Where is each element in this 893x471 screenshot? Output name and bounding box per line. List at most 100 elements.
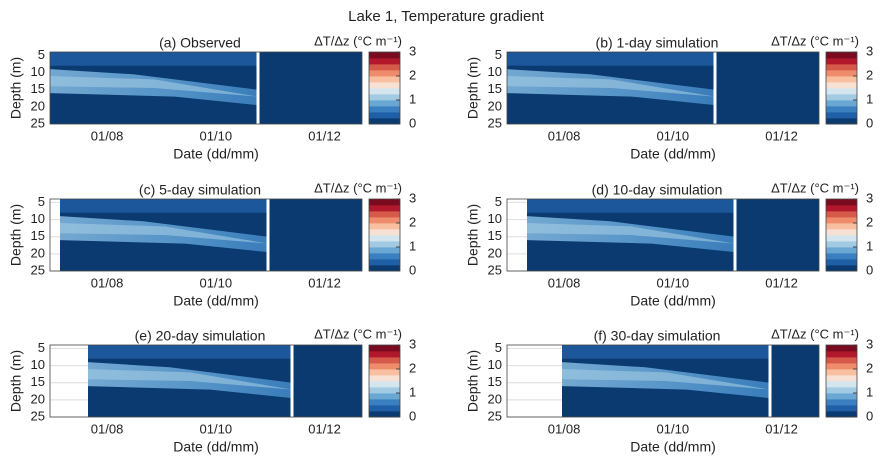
y-axis-label: Depth (m) [8,350,24,412]
colorbar-tick-label: 1 [409,91,416,106]
colorbar-swatch [369,393,400,400]
colorbar-swatch [369,70,400,77]
x-tick-label: 01/08 [91,128,124,143]
colorbar-swatch [369,211,400,218]
colorbar-tick-label: 0 [866,115,873,130]
colorbar-tick-label: 0 [866,408,873,423]
x-tick-label: 01/12 [308,421,341,436]
panel-title: (d) 10-day simulation [592,182,723,198]
colorbar-swatch [369,106,400,113]
y-tick-label: 10 [488,211,502,226]
x-tick-label: 01/08 [548,128,581,143]
colorbar-swatch [369,241,400,248]
colorbar-tick-label: 3 [866,43,873,58]
colorbar-swatch [826,64,857,71]
y-axis-label: Depth (m) [465,204,481,266]
y-axis-label: Depth (m) [465,57,481,119]
x-axis-label: Date (dd/mm) [630,293,716,309]
y-tick-label: 15 [31,228,45,243]
colorbar-swatch [826,387,857,394]
colorbar-swatch [826,58,857,65]
colorbar-frame [825,344,858,418]
colorbar-tick-label: 3 [409,336,416,351]
y-tick-label: 15 [488,374,502,389]
plot-frame [506,344,820,418]
heatmap-core [60,223,268,244]
x-tick-label: 01/12 [765,275,798,290]
colorbar-swatch [369,351,400,358]
heatmap-core [88,369,292,390]
heatmap-surface [507,52,715,66]
plot-frame [49,344,363,418]
x-tick-label: 01/10 [657,275,690,290]
colorbar-tick-label: 3 [409,190,416,205]
x-tick-label: 01/12 [308,128,341,143]
colorbar-swatch [369,265,400,272]
y-tick-label: 5 [495,47,502,62]
y-tick-label: 20 [31,245,45,260]
heatmap-surface [60,199,268,213]
y-tick-label: 5 [38,194,45,209]
y-axis-label: Depth (m) [8,204,24,266]
colorbar-tick-label: 1 [409,384,416,399]
colorbar-swatch [826,112,857,119]
y-tick-label: 5 [38,47,45,62]
colorbar-tick-label: 2 [866,214,873,229]
colorbar-swatch [826,369,857,376]
colorbar-frame [368,198,401,272]
colorbar-swatch [369,82,400,89]
colorbar-tick-label: 3 [409,43,416,58]
x-tick-label: 01/12 [765,421,798,436]
y-tick-label: 15 [488,228,502,243]
colorbar-tick-label: 2 [409,214,416,229]
colorbar-swatch [826,100,857,107]
x-axis-label: Date (dd/mm) [173,293,259,309]
colorbar-label: ΔT/Δz (°C m⁻¹) [771,180,859,195]
colorbar-swatch [369,253,400,260]
colorbar-swatch [826,393,857,400]
colorbar-swatch [369,363,400,370]
y-tick-label: 25 [31,115,45,130]
y-tick-label: 25 [31,408,45,423]
figure-title: Lake 1, Temperature gradient [348,8,545,25]
colorbar-swatch [369,64,400,71]
colorbar-swatch [369,223,400,230]
colorbar-swatch [369,369,400,376]
colorbar-swatch [369,259,400,266]
colorbar-tick-label: 0 [409,262,416,277]
colorbar-swatch [369,387,400,394]
colorbar-swatch [826,88,857,95]
x-tick-label: 01/08 [91,275,124,290]
colorbar-swatch [826,94,857,101]
y-tick-label: 10 [31,211,45,226]
x-tick-label: 01/08 [548,275,581,290]
colorbar-swatch [369,205,400,212]
x-axis-label: Date (dd/mm) [173,146,259,162]
colorbar-frame [825,51,858,125]
y-tick-label: 15 [31,81,45,96]
colorbar-label: ΔT/Δz (°C m⁻¹) [314,180,402,195]
colorbar-tick-label: 0 [866,262,873,277]
colorbar-tick-label: 0 [409,115,416,130]
y-tick-label: 10 [488,357,502,372]
colorbar-swatch [369,199,400,206]
heatmap-core [527,223,735,244]
x-axis-label: Date (dd/mm) [630,439,716,455]
colorbar-swatch [826,345,857,352]
colorbar-swatch [369,235,400,242]
colorbar-swatch [826,235,857,242]
x-tick-label: 01/10 [200,275,233,290]
heatmap-surface [527,199,735,213]
heatmap-surface [562,345,770,359]
y-tick-label: 25 [488,408,502,423]
plot-frame [49,51,363,125]
colorbar-frame [368,51,401,125]
colorbar-swatch [369,52,400,59]
colorbar-tick-label: 2 [866,67,873,82]
colorbar-swatch [369,88,400,95]
colorbar-tick-label: 1 [866,91,873,106]
colorbar-swatch [826,106,857,113]
x-tick-label: 01/10 [657,128,690,143]
colorbar-swatch [826,253,857,260]
